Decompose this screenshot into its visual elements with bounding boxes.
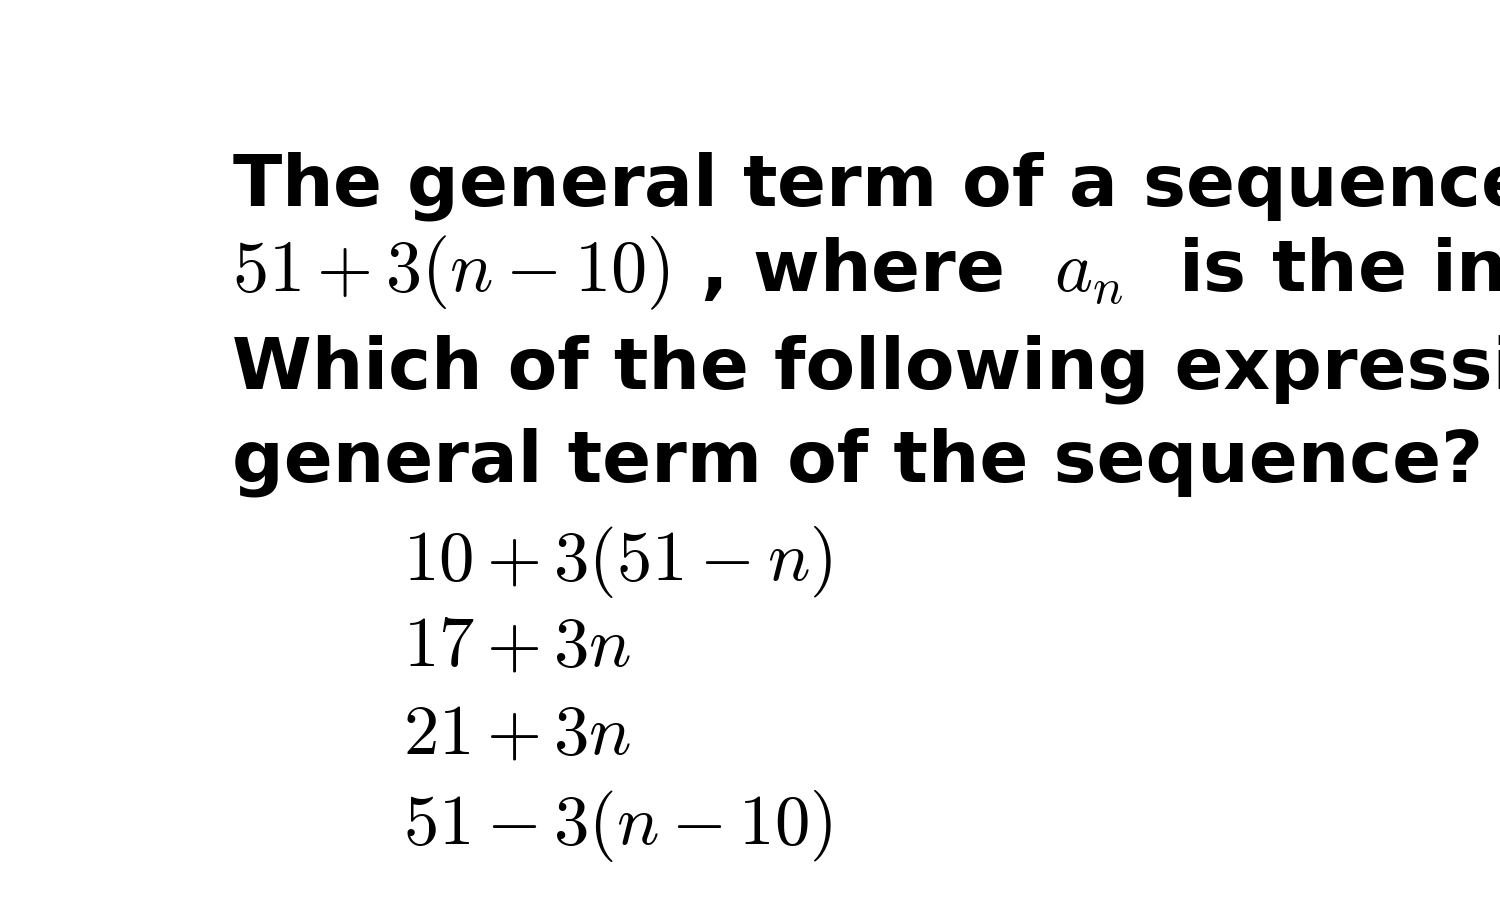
Text: Which of the following expressions also gives the: Which of the following expressions also … [231,334,1500,404]
Text: $51 - 3(n - 10)$: $51 - 3(n - 10)$ [402,788,831,864]
Text: The general term of a sequence is given by  $a_n$ =: The general term of a sequence is given … [231,150,1500,223]
Text: $21 + 3n$: $21 + 3n$ [402,699,632,769]
Text: $10 + 3(51 - n)$: $10 + 3(51 - n)$ [402,524,831,600]
Text: $17 + 3n$: $17 + 3n$ [402,612,632,681]
Text: general term of the sequence?: general term of the sequence? [231,427,1484,496]
Text: $51 + 3(n-10)$ , where  $a_n$  is the initial value.: $51 + 3(n-10)$ , where $a_n$ is the init… [231,234,1500,312]
